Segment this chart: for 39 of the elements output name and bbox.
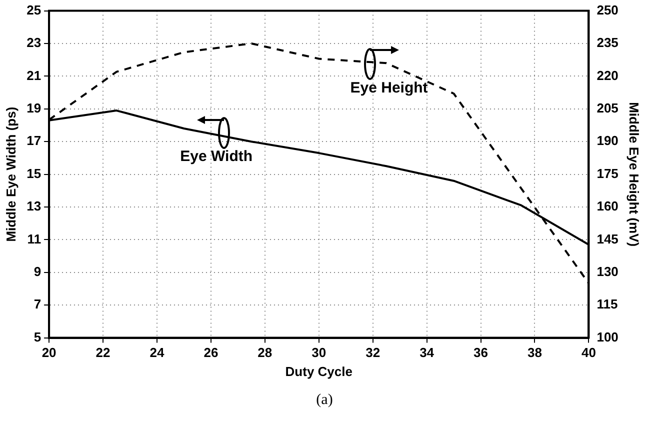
y-tick-label: 13 bbox=[26, 198, 42, 214]
y-tick-label: 9 bbox=[34, 264, 42, 279]
y-tick-label: 19 bbox=[26, 100, 42, 116]
y-tick-label: 23 bbox=[26, 35, 42, 50]
y-tick-label: 17 bbox=[26, 133, 42, 148]
x-tick-label: 30 bbox=[312, 345, 326, 360]
x-tick-label: 24 bbox=[150, 345, 165, 360]
annotation: Eye Width bbox=[180, 148, 253, 166]
x-tick-label: 26 bbox=[204, 345, 218, 360]
x-tick-label: 40 bbox=[581, 345, 596, 360]
y-tick-label: 7 bbox=[34, 296, 42, 312]
y2-tick-label: 115 bbox=[596, 296, 618, 312]
x-tick-label: 38 bbox=[528, 345, 542, 360]
y2-tick-label: 145 bbox=[596, 231, 618, 246]
y2-tick-label: 190 bbox=[596, 133, 618, 148]
text: (a) bbox=[315, 392, 334, 409]
x-tick-label: 28 bbox=[258, 345, 272, 360]
y2-tick-label: 220 bbox=[596, 68, 618, 83]
y2-tick-label: 100 bbox=[596, 329, 618, 344]
y2-tick-label: 235 bbox=[596, 35, 618, 50]
y2-tick-label: 175 bbox=[596, 166, 618, 181]
x-axis-title: Duty Cycle bbox=[285, 364, 352, 379]
y-tick-label: 21 bbox=[26, 68, 42, 83]
y2-tick-label: 250 bbox=[596, 2, 618, 18]
y-tick-label: 25 bbox=[26, 2, 42, 18]
y2-tick-label: 205 bbox=[596, 100, 618, 116]
y-axis-title: Middle Eye Width (ps) bbox=[3, 106, 18, 242]
y2-tick-label: 160 bbox=[596, 198, 618, 214]
y2-axis-title: Middle Eye Height (mV) bbox=[626, 102, 642, 247]
x-tick-label: 34 bbox=[420, 345, 435, 360]
x-tick-label: 32 bbox=[366, 345, 380, 360]
x-tick-label: 20 bbox=[42, 345, 56, 360]
annotation: Eye Height bbox=[350, 80, 428, 97]
y-tick-label: 15 bbox=[26, 166, 42, 181]
y-tick-label: 11 bbox=[27, 231, 42, 246]
x-tick-label: 22 bbox=[96, 345, 110, 360]
x-tick-label: 36 bbox=[474, 345, 488, 360]
y-tick-label: 5 bbox=[34, 329, 42, 344]
y2-tick-label: 130 bbox=[596, 264, 618, 279]
